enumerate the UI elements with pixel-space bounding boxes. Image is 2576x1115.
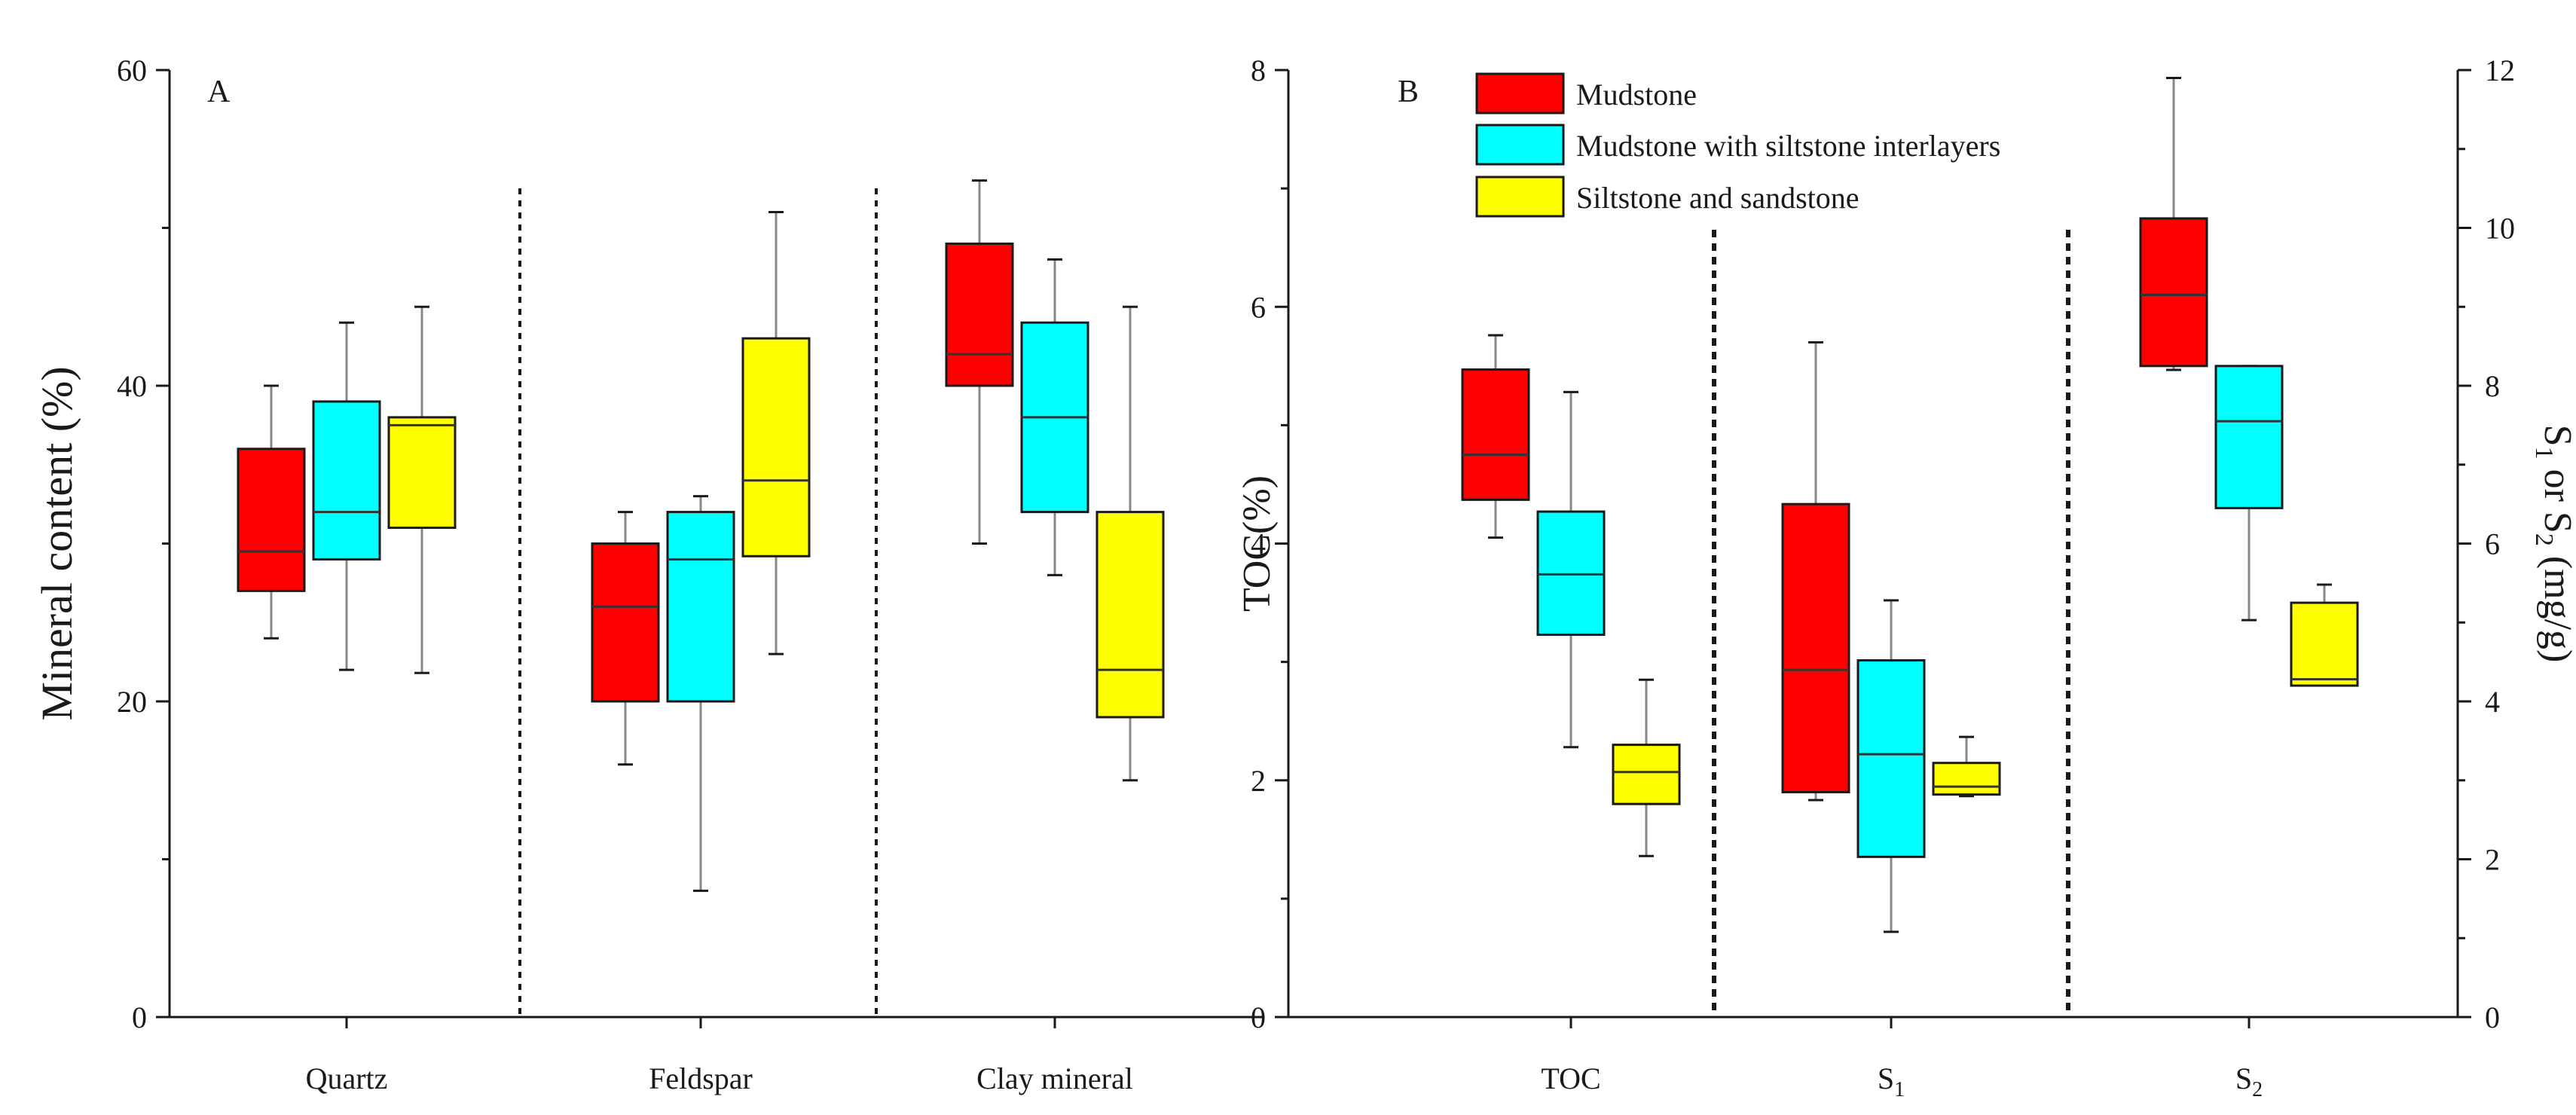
box-1-2: [1020, 258, 1089, 576]
box-body: [1856, 659, 1926, 858]
box-0-2: [2139, 76, 2208, 371]
x-tick-label: Clay mineral: [976, 1062, 1133, 1095]
box-body: [237, 448, 306, 592]
box-body: [591, 542, 660, 703]
box-1-0: [1536, 390, 1606, 749]
box-0-1: [591, 511, 660, 766]
y-tick-label: 6: [1251, 290, 1266, 324]
box-0-1: [1781, 341, 1850, 802]
y-tick-label: 0: [1251, 1000, 1266, 1034]
box-2-1: [741, 211, 811, 655]
y-tick-label: 60: [117, 53, 147, 87]
label-part: 1: [1894, 1078, 1905, 1101]
x-tick-label: TOC: [1541, 1062, 1600, 1095]
legend-label: Mudstone with siltstone interlayers: [1576, 129, 2000, 163]
panel-label: B: [1398, 75, 1419, 109]
box-2-1: [1932, 735, 2001, 798]
box-body: [666, 511, 735, 703]
label-part: 2: [2530, 533, 2558, 546]
y-tick-label: 8: [1251, 53, 1266, 87]
y-tick-label: 0: [132, 1000, 147, 1034]
label-part: S: [2235, 1062, 2252, 1095]
box-body: [387, 416, 457, 530]
box-body: [1536, 510, 1606, 636]
box-body: [1461, 368, 1530, 501]
legend-label: Mudstone: [1576, 78, 1697, 112]
y-tick-label: 20: [117, 685, 147, 719]
y-tick-label: 40: [117, 369, 147, 403]
legend: Mudstone Mudstone with siltstone interlay…: [1475, 72, 2000, 218]
x-tick-label: Quartz: [306, 1062, 388, 1095]
x-tick-label: S1: [1878, 1062, 1905, 1101]
x-tick-label: S2: [2235, 1062, 2263, 1101]
box-body: [2290, 601, 2359, 687]
legend-swatch: [1475, 176, 1565, 218]
y-axis-title: TOC(%): [1236, 475, 1279, 612]
box-body: [1612, 744, 1681, 805]
label-part: 1: [2530, 447, 2558, 460]
legend-swatch: [1475, 72, 1565, 115]
y2-tick-label: 12: [2485, 53, 2515, 87]
box-body: [2139, 217, 2208, 368]
box-body: [1781, 503, 1850, 793]
y-axis-title: Mineral content (%): [32, 366, 81, 720]
box-2-0: [387, 305, 457, 674]
y-tick-label: 4: [1251, 527, 1266, 561]
label-part: 2: [2252, 1078, 2263, 1101]
y2-tick-label: 8: [2485, 369, 2500, 403]
box-body: [945, 242, 1014, 387]
y-tick-label: 2: [1251, 764, 1266, 798]
box-body: [2214, 365, 2284, 509]
box-body: [1932, 762, 2001, 796]
box-2-0: [1612, 678, 1681, 857]
y2-tick-label: 0: [2485, 1000, 2500, 1034]
y2-axis-title: S1 or S2 (mg/g): [2530, 425, 2576, 663]
y2-tick-label: 10: [2485, 212, 2515, 246]
box-1-1: [1856, 599, 1926, 933]
label-part: S: [2536, 425, 2576, 447]
label-part: (mg/g): [2536, 546, 2576, 663]
box-0-0: [1461, 334, 1530, 539]
panel-label: A: [207, 75, 231, 109]
x-tick-label: Feldspar: [649, 1062, 753, 1095]
label-part: or S: [2536, 460, 2576, 533]
box-body: [312, 400, 381, 561]
legend-label: Siltstone and sandstone: [1576, 181, 1859, 215]
y2-tick-label: 6: [2485, 527, 2500, 561]
legend-swatch: [1475, 124, 1565, 166]
box-2-2: [2290, 583, 2359, 687]
box-body: [1095, 511, 1165, 719]
box-1-2: [2214, 365, 2284, 622]
box-1-1: [666, 495, 735, 892]
label-part: TOC: [1541, 1062, 1600, 1095]
box-0-2: [945, 179, 1014, 545]
label-part: S: [1878, 1062, 1894, 1095]
box-1-0: [312, 321, 381, 671]
y2-tick-label: 4: [2485, 685, 2500, 719]
y2-tick-label: 2: [2485, 843, 2500, 877]
box-2-2: [1095, 305, 1165, 782]
box-body: [741, 337, 811, 558]
box-0-0: [237, 384, 306, 640]
